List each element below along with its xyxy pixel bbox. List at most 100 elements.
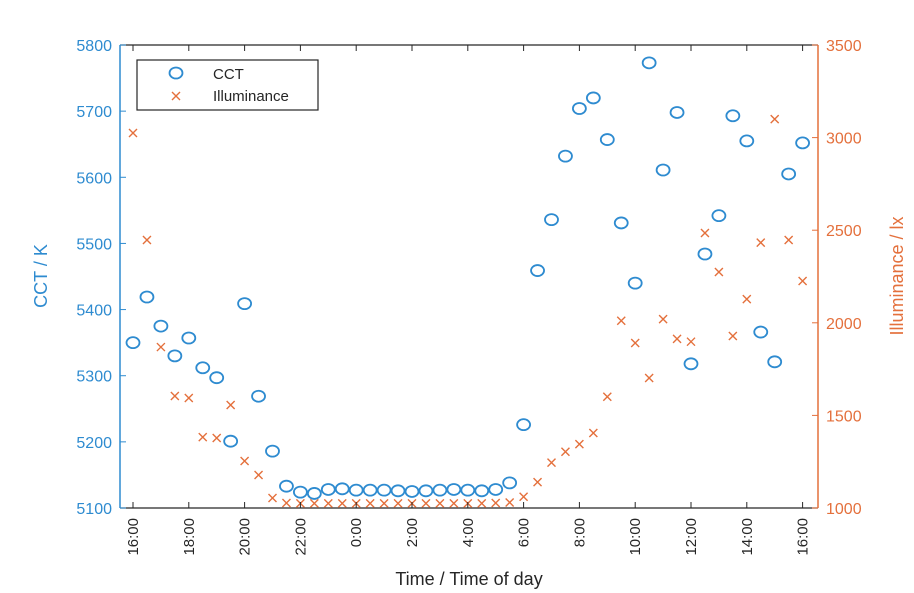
cct-point	[125, 336, 141, 350]
data-marks	[125, 56, 810, 508]
cct-point	[739, 134, 755, 148]
legend-illuminance-label: Illuminance	[213, 88, 289, 105]
y-right-tick-label: 3000	[826, 131, 862, 148]
illuminance-point	[798, 276, 808, 286]
illuminance-point	[212, 433, 222, 443]
cct-point	[767, 355, 783, 369]
y-left-tick-label: 5500	[76, 236, 112, 253]
cct-point	[292, 485, 308, 499]
x-tick-label: 18:00	[181, 518, 198, 556]
illuminance-point	[198, 432, 208, 442]
cct-point	[502, 476, 518, 490]
cct-point	[432, 483, 448, 497]
illuminance-point	[435, 498, 445, 508]
illuminance-point	[226, 400, 236, 410]
illuminance-point	[519, 492, 529, 502]
illuminance-point	[756, 238, 766, 248]
cct-point	[585, 91, 601, 105]
axes: 16:00 18:00 20:00 22:00 0:00 2:00 4:00 6:00 8:00…	[76, 38, 861, 556]
illuminance-point	[491, 498, 501, 508]
illuminance-point	[365, 498, 375, 508]
cct-point	[544, 213, 559, 227]
cct-point	[460, 483, 476, 497]
y-right-tick-label: 3500	[826, 38, 862, 55]
illuminance-point	[309, 498, 319, 508]
y-left-tick-label: 5100	[76, 501, 112, 518]
illuminance-point	[379, 498, 389, 508]
y-axis-right-label: Illuminance / lx	[887, 216, 907, 335]
illuminance-point	[254, 470, 264, 480]
cct-point	[306, 487, 322, 500]
x-tick-label: 20:00	[237, 518, 254, 556]
cct-point	[683, 357, 699, 371]
y-left-tick-label: 5200	[76, 435, 112, 452]
cct-point	[181, 331, 197, 345]
y-left-tick-label: 5700	[76, 104, 112, 121]
cct-point	[572, 102, 587, 115]
x-tick-label: 16:00	[125, 518, 142, 556]
illuminance-point	[547, 458, 556, 468]
illuminance-point	[421, 498, 431, 508]
illuminance-point	[281, 498, 291, 508]
illuminance-point	[170, 391, 180, 401]
x-tick-label: 8:00	[571, 518, 588, 547]
illuminance-point	[533, 477, 543, 487]
y-left-tick-label: 5600	[76, 170, 112, 187]
illuminance-point	[337, 498, 347, 508]
x-tick-label: 2:00	[404, 518, 421, 547]
y-axis-left-label: CCT / K	[31, 244, 51, 308]
illuminance-point	[393, 498, 403, 508]
illuminance-point	[323, 498, 333, 508]
illuminance-point	[156, 342, 166, 352]
illuminance-point	[686, 337, 696, 347]
x-axis-label: Time / Time of day	[395, 569, 542, 589]
x-tick-label: 14:00	[739, 518, 756, 556]
illuminance-point	[728, 331, 738, 341]
cct-point	[474, 484, 490, 498]
illuminance-point	[658, 314, 668, 324]
cct-point	[223, 434, 239, 448]
illuminance-point	[505, 497, 515, 507]
cct-point	[153, 319, 169, 333]
cct-point	[753, 325, 769, 339]
cct-point	[265, 444, 280, 458]
cct-point	[251, 389, 266, 403]
illuminance-point	[784, 235, 794, 245]
cct-point	[376, 483, 392, 497]
illuminance-point	[672, 334, 682, 344]
cct-point	[795, 136, 810, 150]
legend-box	[136, 59, 319, 111]
cct-point	[641, 56, 657, 70]
cct-point	[627, 276, 643, 290]
cct-point	[362, 483, 378, 497]
illuminance-point	[560, 447, 570, 457]
x-tick-label: 16:00	[795, 518, 812, 556]
cct-point	[195, 361, 211, 375]
cct-point	[613, 216, 629, 230]
illuminance-point	[574, 439, 584, 449]
cct-point	[237, 297, 253, 311]
cct-point	[390, 484, 406, 498]
x-tick-label: 6:00	[516, 518, 533, 547]
cct-point	[516, 418, 531, 432]
cct-point	[348, 483, 364, 497]
illuminance-point	[268, 493, 277, 503]
legend-x-glyph	[171, 91, 181, 101]
illuminance-point	[142, 235, 152, 245]
illuminance-point	[700, 228, 710, 238]
x-tick-label: 12:00	[683, 518, 700, 556]
plot-frame	[119, 44, 819, 509]
y-left-tick-label: 5800	[76, 38, 112, 55]
cct-point	[697, 247, 713, 261]
illuminance-point	[240, 456, 250, 466]
legend-illuminance-marker	[171, 91, 181, 101]
cct-point	[446, 483, 462, 496]
legend: CCT Illuminance	[136, 59, 319, 111]
x-tick-label: 0:00	[348, 518, 365, 547]
illuminance-point	[630, 338, 640, 348]
cct-point	[279, 479, 294, 493]
y-right-tick-label: 1000	[826, 501, 862, 518]
illuminance-point	[616, 316, 626, 326]
illuminance-point	[714, 267, 724, 277]
